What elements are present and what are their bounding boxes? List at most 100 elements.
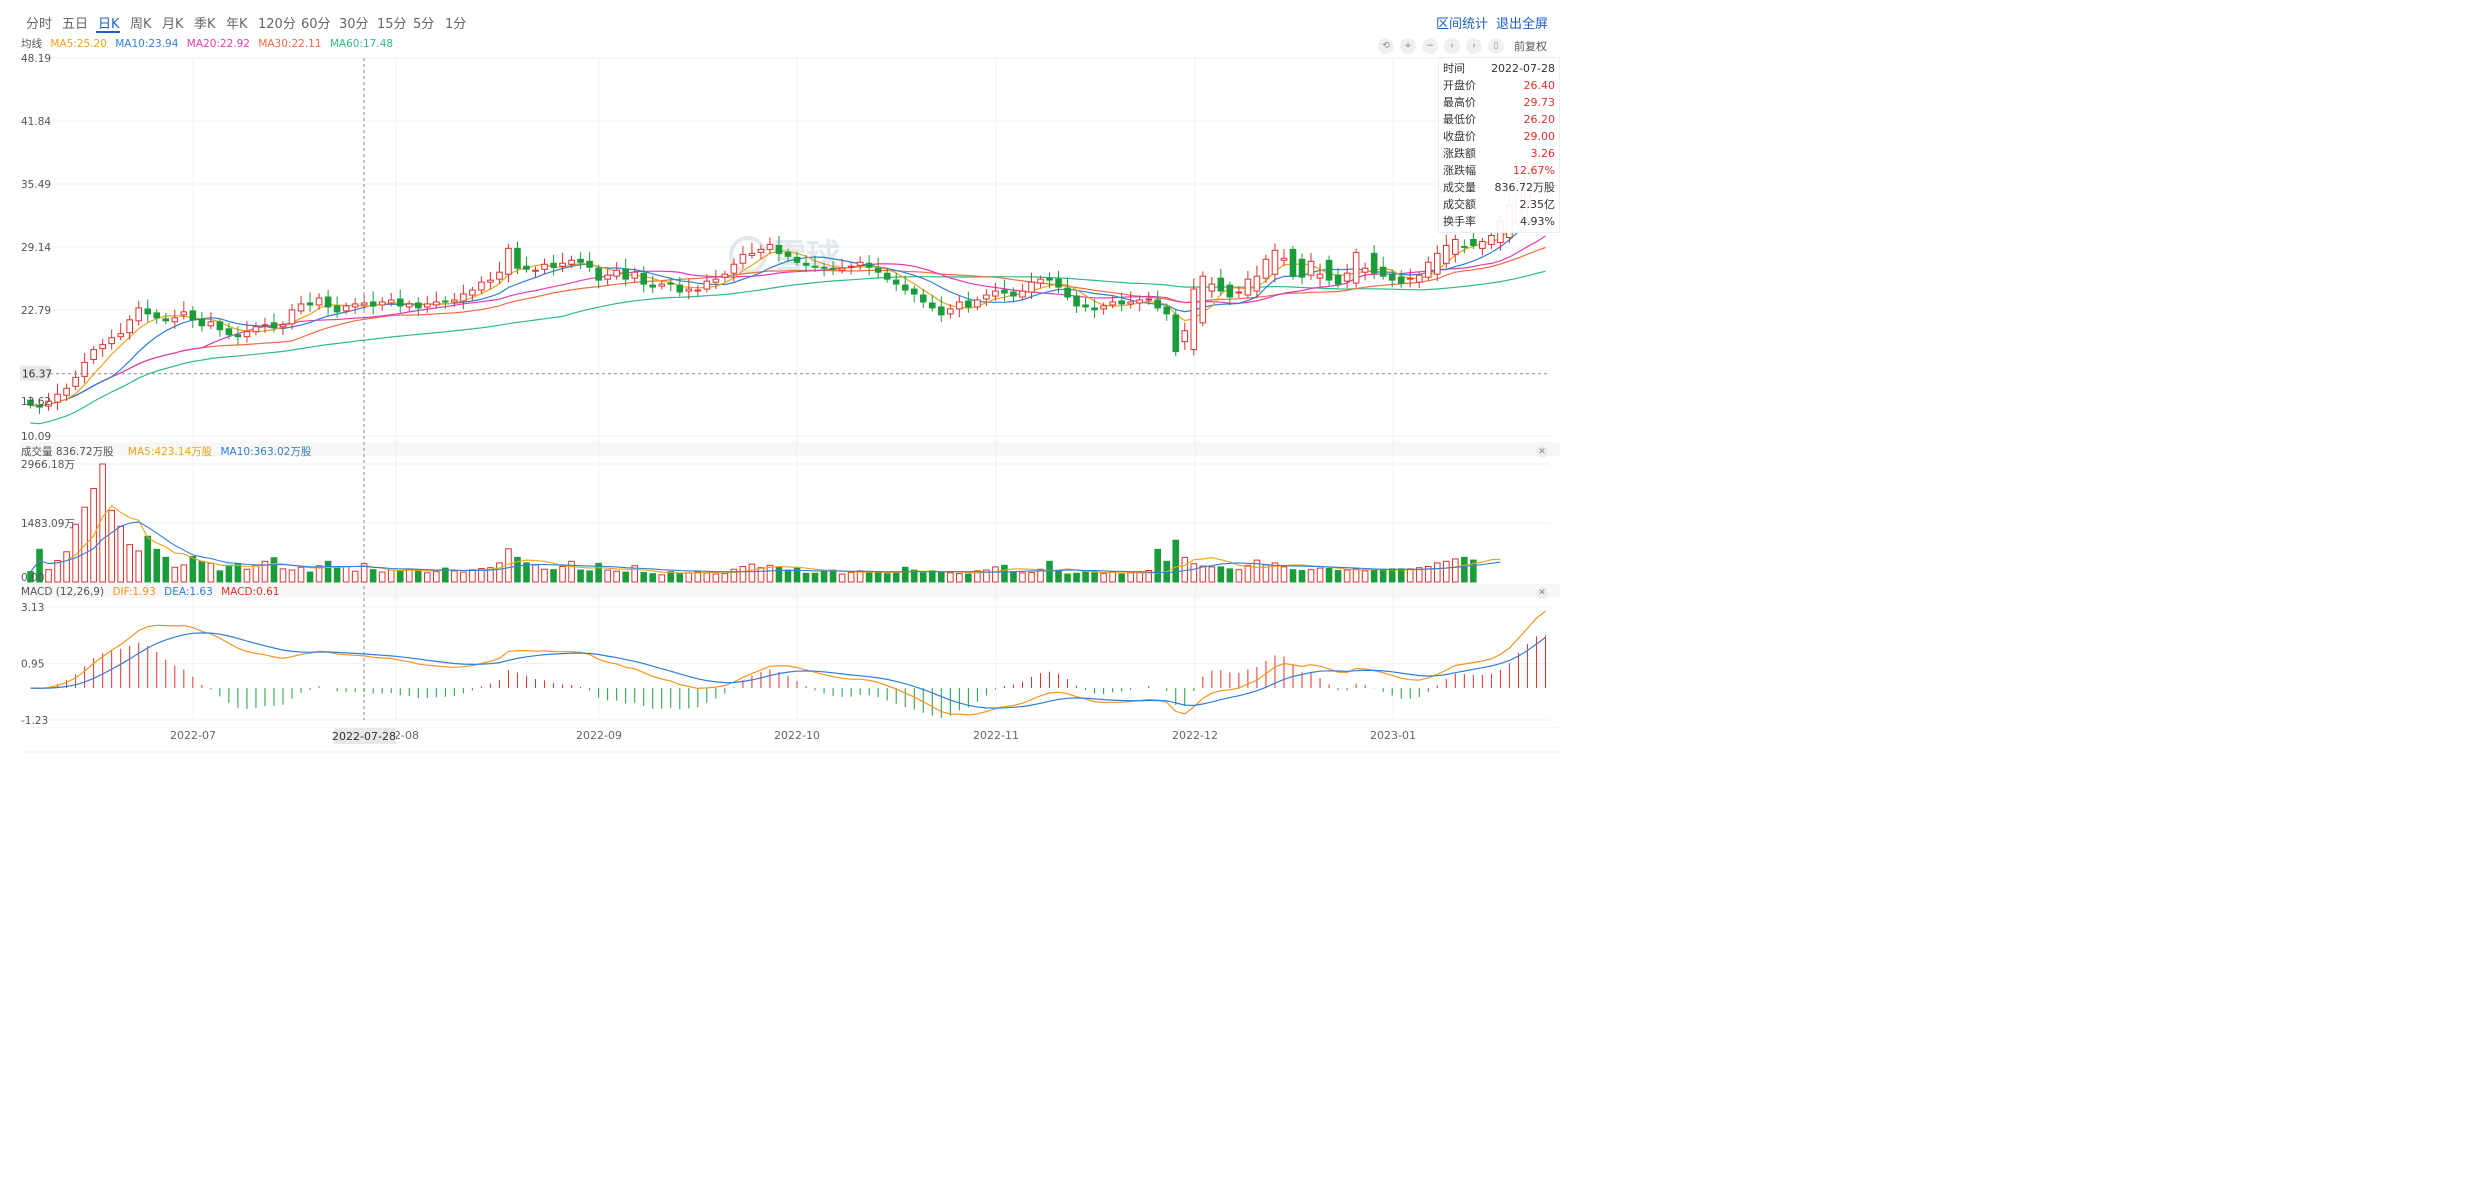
- exit-fullscreen-link[interactable]: 退出全屏: [1496, 17, 1549, 32]
- candle-body: [1352, 251, 1360, 284]
- ma30-line: [30, 246, 1546, 407]
- candle-body: [568, 259, 575, 265]
- zoom-out-icon[interactable]: −: [1422, 38, 1438, 54]
- volume-bar: [36, 548, 43, 583]
- tooltip-key: 涨跌额: [1443, 147, 1476, 160]
- tab-12[interactable]: 1分: [445, 17, 467, 32]
- candle-body: [892, 279, 900, 285]
- candle-body: [1028, 281, 1035, 293]
- volume-bar: [460, 571, 467, 583]
- volume-bar: [1109, 571, 1116, 583]
- portrait-icon[interactable]: ▯: [1488, 38, 1504, 54]
- candle-body: [1406, 277, 1414, 280]
- candle-body: [505, 247, 512, 275]
- crosshair-date-box: [334, 728, 396, 744]
- candle-body: [1217, 277, 1225, 292]
- volume-bar: [676, 572, 684, 583]
- volume-bar: [144, 535, 152, 583]
- volume-bar: [766, 564, 774, 583]
- volume-bar: [1470, 559, 1477, 583]
- tooltip-value: 2.35亿: [1519, 198, 1556, 211]
- tooltip-value: 12.67%: [1513, 164, 1555, 177]
- volume-bar: [198, 560, 206, 583]
- volume-bar: [387, 569, 395, 583]
- tooltip-key: 开盘价: [1443, 79, 1476, 92]
- candle-body: [99, 344, 106, 350]
- volume-bar: [892, 571, 900, 583]
- tooltip-row: 涨跌额 3.26: [1443, 145, 1555, 162]
- tab-11[interactable]: 5分: [413, 17, 435, 32]
- volume-bar: [1325, 567, 1333, 583]
- zoom-in-icon[interactable]: +: [1400, 38, 1416, 54]
- tab-9[interactable]: 30分: [339, 17, 369, 32]
- volume-bar: [541, 568, 548, 583]
- volume-bar: [757, 567, 765, 583]
- candle-body: [983, 294, 990, 300]
- candle-body: [1334, 274, 1342, 285]
- volume-bar: [667, 571, 675, 583]
- volume-bar: [1127, 572, 1134, 583]
- macd-close-icon[interactable]: ✕: [1536, 587, 1548, 599]
- volume-bar: [135, 550, 143, 583]
- tab-7[interactable]: 120分: [258, 17, 296, 32]
- volume-bar: [712, 573, 720, 583]
- volume-bar: [1136, 571, 1143, 583]
- candle-body: [541, 263, 548, 270]
- volume-bar: [1145, 569, 1153, 583]
- volume-bar: [640, 571, 648, 583]
- adjust-mode-button[interactable]: 前复权: [1514, 40, 1547, 53]
- undo-icon[interactable]: ⟲: [1378, 38, 1394, 54]
- volume-bar: [306, 571, 314, 583]
- volume-bar: [730, 568, 738, 583]
- left-icon[interactable]: ‹: [1444, 38, 1460, 54]
- volume-bar: [333, 567, 341, 583]
- right-icon[interactable]: ›: [1466, 38, 1482, 54]
- volume-bar: [1343, 569, 1351, 583]
- volume-bar: [442, 567, 449, 583]
- tab-3[interactable]: 周K: [130, 17, 152, 32]
- volume-bar: [784, 569, 792, 583]
- tooltip-value: 26.20: [1523, 113, 1556, 126]
- candle-body: [514, 247, 521, 269]
- volume-bar: [577, 569, 584, 583]
- macd-y-tick-label: 3.13: [21, 602, 44, 614]
- pane-separator: [20, 442, 1560, 456]
- candle-body: [225, 328, 233, 336]
- candle-body: [1163, 306, 1171, 315]
- volume-bar: [414, 569, 422, 583]
- tab-4[interactable]: 月K: [162, 17, 184, 32]
- volume-bar: [45, 569, 52, 583]
- candle-body: [72, 376, 79, 387]
- volume-bar: [252, 564, 260, 583]
- candle-body: [1443, 244, 1450, 264]
- volume-bar: [225, 564, 233, 583]
- macd-label: MACD (12,26,9): [21, 586, 105, 598]
- candle-body: [496, 271, 503, 280]
- kline-chart[interactable]: 2022-072022-082022-092022-102022-112022-…: [0, 0, 1565, 757]
- volume-bar: [649, 573, 657, 583]
- tab-10[interactable]: 15分: [377, 17, 407, 32]
- volume-bar: [685, 572, 693, 583]
- volume-close-icon[interactable]: ✕: [1536, 446, 1548, 458]
- volume-bar: [1118, 573, 1125, 583]
- tab-8[interactable]: 60分: [301, 17, 331, 32]
- candle-body: [351, 303, 359, 308]
- candle-body: [604, 274, 611, 280]
- volume-bar: [315, 565, 323, 583]
- volume-bar: [360, 563, 368, 583]
- interval-stats-link[interactable]: 区间统计: [1436, 17, 1489, 32]
- tab-1[interactable]: 五日: [62, 17, 89, 32]
- candle-body: [965, 300, 972, 308]
- tab-5[interactable]: 季K: [194, 17, 216, 32]
- ma30-label: MA30:22.11: [258, 38, 322, 50]
- price-y-tick-label: 22.79: [21, 305, 51, 317]
- tooltip-row: 时间 2022-07-28: [1443, 60, 1555, 77]
- candle-body: [766, 243, 774, 250]
- tab-6[interactable]: 年K: [226, 17, 248, 32]
- candle-body: [423, 303, 431, 308]
- candle-body: [793, 256, 801, 263]
- candle-body: [63, 387, 70, 396]
- volume-bar: [910, 569, 918, 583]
- tab-2[interactable]: 日K: [98, 17, 120, 32]
- tab-0[interactable]: 分时: [26, 17, 53, 32]
